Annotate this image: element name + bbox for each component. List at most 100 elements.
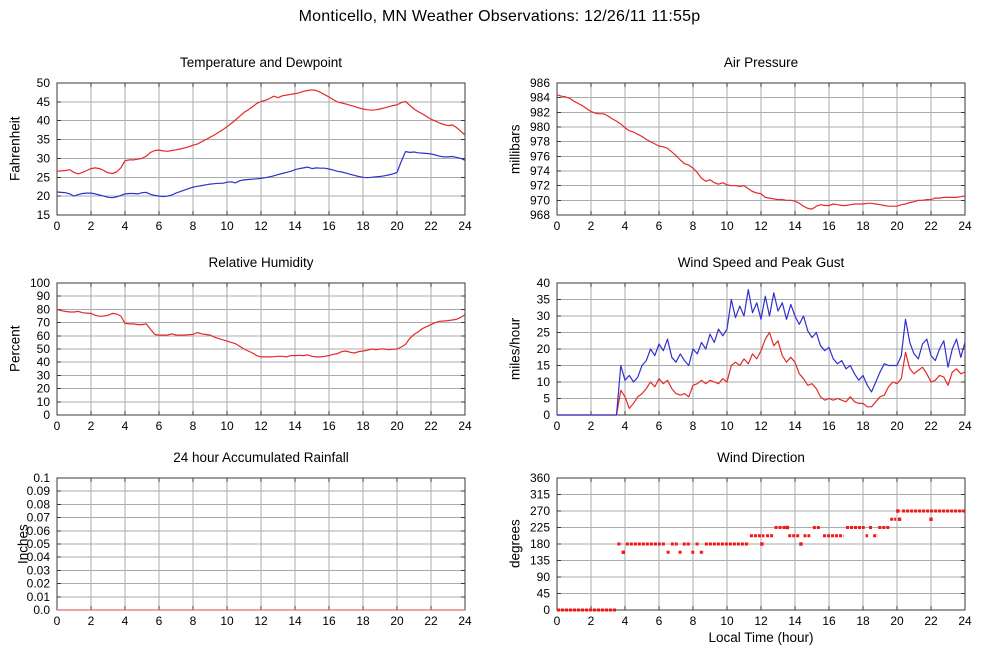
svg-text:0.0: 0.0 xyxy=(33,603,50,617)
svg-text:20: 20 xyxy=(390,219,404,233)
x-axis-label: Local Time (hour) xyxy=(708,630,814,645)
svg-text:16: 16 xyxy=(822,614,836,628)
svg-text:6: 6 xyxy=(156,219,163,233)
svg-text:6: 6 xyxy=(656,614,663,628)
relative-humidity-plot: 0 2 4 6 8 10 12 14 16 18 20 22 240102030405060708090… xyxy=(30,276,472,433)
svg-text:982: 982 xyxy=(530,105,550,119)
svg-text:4: 4 xyxy=(122,219,129,233)
svg-text:60: 60 xyxy=(37,329,51,343)
svg-text:10: 10 xyxy=(220,219,234,233)
svg-text:225: 225 xyxy=(530,521,550,535)
svg-text:972: 972 xyxy=(530,179,550,193)
svg-text:30: 30 xyxy=(37,368,51,382)
svg-text:18: 18 xyxy=(356,614,370,628)
svg-text:16: 16 xyxy=(322,419,336,433)
svg-text:0: 0 xyxy=(54,614,61,628)
svg-text:18: 18 xyxy=(856,614,870,628)
svg-text:5: 5 xyxy=(543,392,550,406)
svg-text:0.06: 0.06 xyxy=(27,524,51,538)
chart-title: Air Pressure xyxy=(723,55,799,70)
svg-text:0: 0 xyxy=(43,408,50,422)
svg-text:0: 0 xyxy=(54,219,61,233)
svg-text:8: 8 xyxy=(190,419,197,433)
svg-text:15: 15 xyxy=(537,359,551,373)
svg-text:0.03: 0.03 xyxy=(27,563,51,577)
svg-text:30: 30 xyxy=(37,151,51,165)
svg-text:24: 24 xyxy=(458,219,472,233)
svg-text:45: 45 xyxy=(537,587,551,601)
svg-text:16: 16 xyxy=(322,614,336,628)
svg-text:20: 20 xyxy=(537,342,551,356)
svg-text:14: 14 xyxy=(788,614,802,628)
svg-text:6: 6 xyxy=(656,219,663,233)
svg-text:4: 4 xyxy=(122,419,129,433)
svg-text:20: 20 xyxy=(37,189,51,203)
chart-relative-humidity: Relative Humidity Percent 0 2 4 6 8 10 12 14 16 1… xyxy=(0,245,500,445)
svg-text:12: 12 xyxy=(254,419,268,433)
rainfall-plot: 0 2 4 6 8 10 12 14 16 18 20 22 240.00.010.020.030.04… xyxy=(27,471,472,628)
svg-text:4: 4 xyxy=(622,219,629,233)
chart-title: Wind Direction xyxy=(717,450,805,465)
chart-title: Relative Humidity xyxy=(208,255,314,270)
svg-text:968: 968 xyxy=(530,208,550,222)
svg-text:0.02: 0.02 xyxy=(27,577,51,591)
svg-text:22: 22 xyxy=(924,219,938,233)
svg-text:0.07: 0.07 xyxy=(27,511,51,525)
svg-text:970: 970 xyxy=(530,193,550,207)
svg-text:6: 6 xyxy=(156,419,163,433)
svg-text:16: 16 xyxy=(322,219,336,233)
svg-text:12: 12 xyxy=(754,219,768,233)
svg-text:14: 14 xyxy=(788,219,802,233)
svg-text:8: 8 xyxy=(190,614,197,628)
svg-text:24: 24 xyxy=(458,419,472,433)
svg-text:16: 16 xyxy=(822,419,836,433)
svg-text:986: 986 xyxy=(530,76,550,90)
svg-text:10: 10 xyxy=(720,419,734,433)
chart-title: Wind Speed and Peak Gust xyxy=(677,255,845,270)
svg-text:24: 24 xyxy=(958,219,972,233)
svg-text:0: 0 xyxy=(554,219,561,233)
svg-text:20: 20 xyxy=(890,614,904,628)
svg-text:18: 18 xyxy=(356,419,370,433)
wind-direction-plot: 0 2 4 6 8 10 12 14 16 18 20 22 240459013518022527031… xyxy=(530,471,972,628)
svg-text:25: 25 xyxy=(537,326,551,340)
chart-air-pressure: Air Pressure millibars 0 2 4 6 8 10 12 14 16 18 20… xyxy=(500,45,999,245)
svg-text:10: 10 xyxy=(720,614,734,628)
svg-text:978: 978 xyxy=(530,135,550,149)
svg-text:2: 2 xyxy=(588,419,595,433)
svg-text:20: 20 xyxy=(390,614,404,628)
svg-text:22: 22 xyxy=(424,614,438,628)
svg-text:6: 6 xyxy=(656,419,663,433)
svg-text:24: 24 xyxy=(458,614,472,628)
svg-text:8: 8 xyxy=(690,614,697,628)
svg-text:10: 10 xyxy=(720,219,734,233)
svg-text:8: 8 xyxy=(690,219,697,233)
svg-text:2: 2 xyxy=(88,219,95,233)
svg-text:0: 0 xyxy=(554,614,561,628)
svg-text:0: 0 xyxy=(554,419,561,433)
svg-text:980: 980 xyxy=(530,120,550,134)
svg-text:100: 100 xyxy=(30,276,50,290)
svg-text:360: 360 xyxy=(530,471,550,485)
svg-text:15: 15 xyxy=(37,208,51,222)
svg-text:20: 20 xyxy=(890,219,904,233)
svg-text:270: 270 xyxy=(530,504,550,518)
svg-text:6: 6 xyxy=(156,614,163,628)
svg-text:20: 20 xyxy=(890,419,904,433)
page-title: Monticello, MN Weather Observations: 12/… xyxy=(298,8,701,25)
svg-text:40: 40 xyxy=(37,355,51,369)
svg-text:40: 40 xyxy=(37,114,51,128)
svg-text:22: 22 xyxy=(424,219,438,233)
svg-text:2: 2 xyxy=(588,614,595,628)
svg-text:90: 90 xyxy=(537,570,551,584)
svg-text:24: 24 xyxy=(958,614,972,628)
svg-text:0.04: 0.04 xyxy=(27,550,51,564)
svg-text:70: 70 xyxy=(37,316,51,330)
svg-text:24: 24 xyxy=(958,419,972,433)
svg-text:50: 50 xyxy=(37,342,51,356)
chart-wind-direction: Wind Direction degrees 0 2 4 6 8 10 12 14 16 18 20… xyxy=(500,440,999,659)
chart-title: Temperature and Dewpoint xyxy=(179,55,343,70)
svg-text:35: 35 xyxy=(537,293,551,307)
